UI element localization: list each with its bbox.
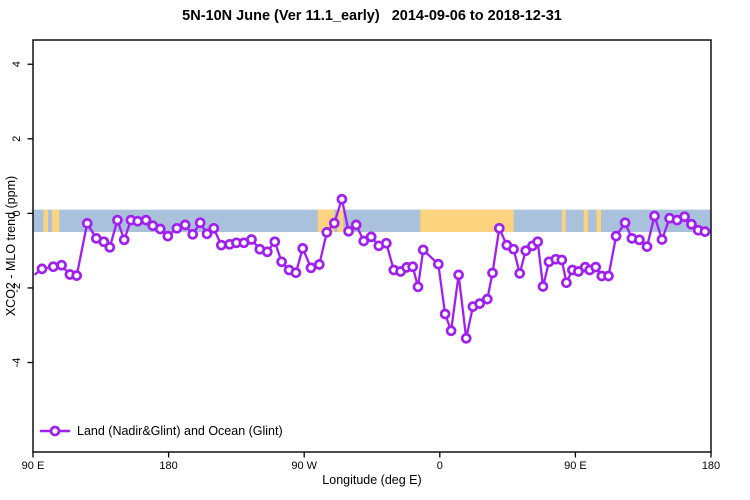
data-point-marker	[118, 234, 130, 246]
data-point-marker	[343, 225, 354, 237]
data-point-marker	[641, 241, 653, 252]
data-point-marker	[556, 254, 568, 266]
data-point-marker	[358, 235, 370, 247]
data-point-marker	[154, 223, 166, 235]
data-point-marker	[474, 298, 486, 309]
data-point-marker	[201, 228, 213, 240]
data-point-marker	[520, 245, 532, 257]
data-point-marker	[679, 211, 690, 223]
data-point-marker	[699, 226, 711, 237]
data-point-marker	[590, 261, 602, 273]
x-tick-label: 180	[702, 460, 720, 472]
y-tick-label: -2	[11, 283, 23, 293]
data-point-marker	[481, 293, 493, 305]
x-tick-label: 0	[437, 460, 443, 472]
land-segment	[337, 209, 344, 233]
y-tick-label: 0	[11, 210, 23, 216]
data-point-marker	[187, 228, 199, 240]
data-point-marker	[514, 268, 526, 279]
data-point-marker	[532, 236, 544, 248]
legend-label: Land (Nadir&Glint) and Ocean (Glint)	[77, 424, 283, 438]
data-point-marker	[36, 263, 48, 275]
data-point-marker	[460, 332, 472, 344]
data-point-marker	[649, 210, 660, 222]
data-point-marker	[269, 236, 281, 248]
x-tick-label: 90 E	[22, 460, 45, 472]
y-tick-label: -4	[11, 358, 23, 368]
land-segment	[43, 209, 49, 233]
data-point-marker	[104, 241, 116, 253]
data-point-marker	[321, 227, 333, 238]
land-segment	[51, 209, 60, 233]
data-point-marker	[179, 219, 191, 231]
land-segment	[596, 209, 602, 233]
data-point-marker	[656, 234, 668, 245]
chart-title: 5N-10N June (Ver 11.1_early) 2014-09-06 …	[182, 8, 562, 24]
data-point-marker	[171, 222, 183, 234]
data-point-marker	[610, 230, 622, 242]
data-point-marker	[439, 308, 451, 320]
data-point-marker	[290, 267, 302, 279]
data-point-marker	[98, 236, 110, 248]
data-point-marker	[215, 239, 227, 251]
data-point-marker	[71, 270, 83, 281]
x-axis-label: Longitude (deg E)	[322, 473, 422, 487]
x-tick-label: 90 E	[564, 460, 587, 472]
data-point-marker	[112, 214, 123, 226]
data-point-marker	[132, 215, 144, 227]
data-point-marker	[350, 219, 362, 231]
data-point-marker	[365, 231, 377, 243]
data-point-marker	[619, 217, 631, 229]
y-tick-label: 2	[11, 136, 23, 142]
data-point-marker	[208, 222, 220, 234]
data-point-marker	[453, 269, 464, 281]
data-point-marker	[417, 244, 429, 256]
y-tick-label: 4	[11, 61, 23, 67]
data-point-marker	[537, 281, 549, 292]
legend-marker-icon	[49, 425, 61, 437]
data-point-marker	[634, 234, 645, 246]
data-point-marker	[276, 256, 287, 268]
land-segment	[561, 209, 566, 233]
x-tick-label: 90 W	[291, 460, 317, 472]
data-point-marker	[328, 217, 340, 229]
plot-frame	[32, 39, 712, 453]
data-point-marker	[412, 281, 424, 293]
data-point-marker	[162, 230, 174, 242]
x-tick-label: 180	[159, 460, 177, 472]
data-point-marker	[194, 217, 206, 229]
data-point-marker	[508, 243, 519, 255]
data-point-marker	[81, 218, 93, 229]
data-point-marker	[407, 261, 419, 273]
data-point-marker	[297, 243, 309, 254]
data-point-marker	[47, 261, 59, 273]
data-point-marker	[313, 259, 325, 270]
data-point-marker	[380, 237, 392, 249]
data-point-marker	[305, 262, 317, 274]
land-segment	[583, 209, 589, 233]
data-point-marker	[261, 246, 273, 258]
data-point-marker	[493, 222, 505, 234]
data-point-marker	[336, 193, 348, 205]
land-segment	[420, 209, 514, 233]
data-point-marker	[686, 218, 697, 230]
data-point-marker	[432, 258, 444, 270]
data-point-marker	[487, 267, 498, 279]
data-point-marker	[140, 214, 152, 226]
data-point-marker	[561, 277, 572, 289]
data-point-marker	[603, 270, 614, 282]
data-point-marker	[445, 325, 457, 337]
data-point-marker	[246, 234, 257, 245]
data-point-marker	[56, 259, 67, 271]
